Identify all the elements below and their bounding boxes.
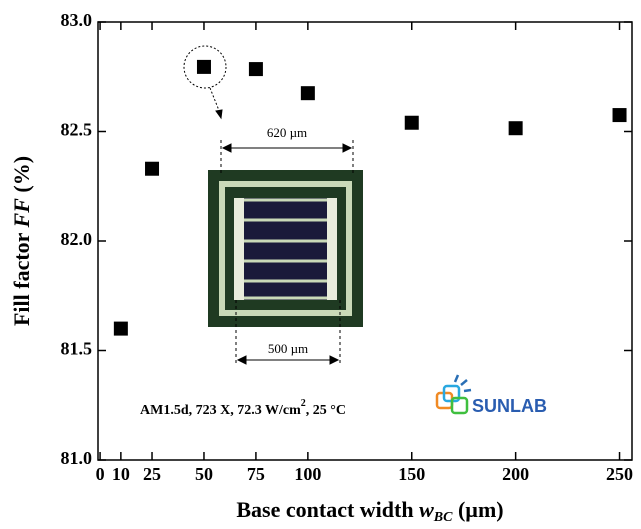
- x-tick-label: 150: [398, 464, 425, 484]
- logo-icon: [435, 374, 472, 415]
- inset-label: 500 µm: [268, 341, 308, 356]
- x-label-sub: BC: [433, 510, 453, 525]
- x-axis-label: Base contact width wBC (µm): [236, 497, 503, 525]
- inset-label: 620 µm: [267, 125, 307, 140]
- x-label-text: Base contact width: [236, 497, 419, 522]
- x-label-text: (µm): [452, 497, 503, 522]
- x-tick-label: 0: [96, 464, 105, 484]
- y-tick-label: 81.0: [61, 448, 93, 468]
- x-tick-label: 75: [247, 464, 265, 484]
- plot-frame: [97, 21, 633, 461]
- x-tick-label: 50: [195, 464, 213, 484]
- y-tick-label: 82.0: [61, 229, 93, 249]
- inset-image: [208, 170, 363, 327]
- x-tick-label: 10: [112, 464, 130, 484]
- x-tick-label: 250: [606, 464, 633, 484]
- y-tick-label: 82.5: [61, 120, 93, 140]
- point: [612, 108, 627, 123]
- x-tick-label: 100: [294, 464, 321, 484]
- point: [300, 86, 315, 101]
- logo-text: SUNLAB: [472, 396, 547, 416]
- point: [145, 161, 160, 176]
- point: [196, 59, 211, 74]
- annotation-text: , 25 °C: [306, 403, 346, 418]
- x-tick-label: 200: [502, 464, 529, 484]
- x-tick-label: 25: [143, 464, 161, 484]
- y-label-var: FF: [9, 198, 34, 229]
- point: [508, 121, 523, 136]
- point: [248, 62, 263, 77]
- inset-dimensions: [183, 45, 354, 366]
- y-tick-label: 81.5: [61, 339, 93, 359]
- y-label-text: (%): [9, 156, 34, 198]
- annotation-sup: 2: [301, 398, 306, 409]
- y-label-text: Fill factor: [9, 227, 34, 326]
- annotation-text: AM1.5d, 723 X, 72.3 W/cm: [140, 403, 301, 418]
- y-tick-label: 83.0: [61, 10, 93, 30]
- annotation: AM1.5d, 723 X, 72.3 W/cm2, 25 °C: [140, 398, 346, 418]
- x-label-var: w: [419, 497, 434, 522]
- y-axis-label: Fill factor FF (%): [9, 156, 34, 326]
- point: [113, 321, 128, 336]
- point: [404, 115, 419, 130]
